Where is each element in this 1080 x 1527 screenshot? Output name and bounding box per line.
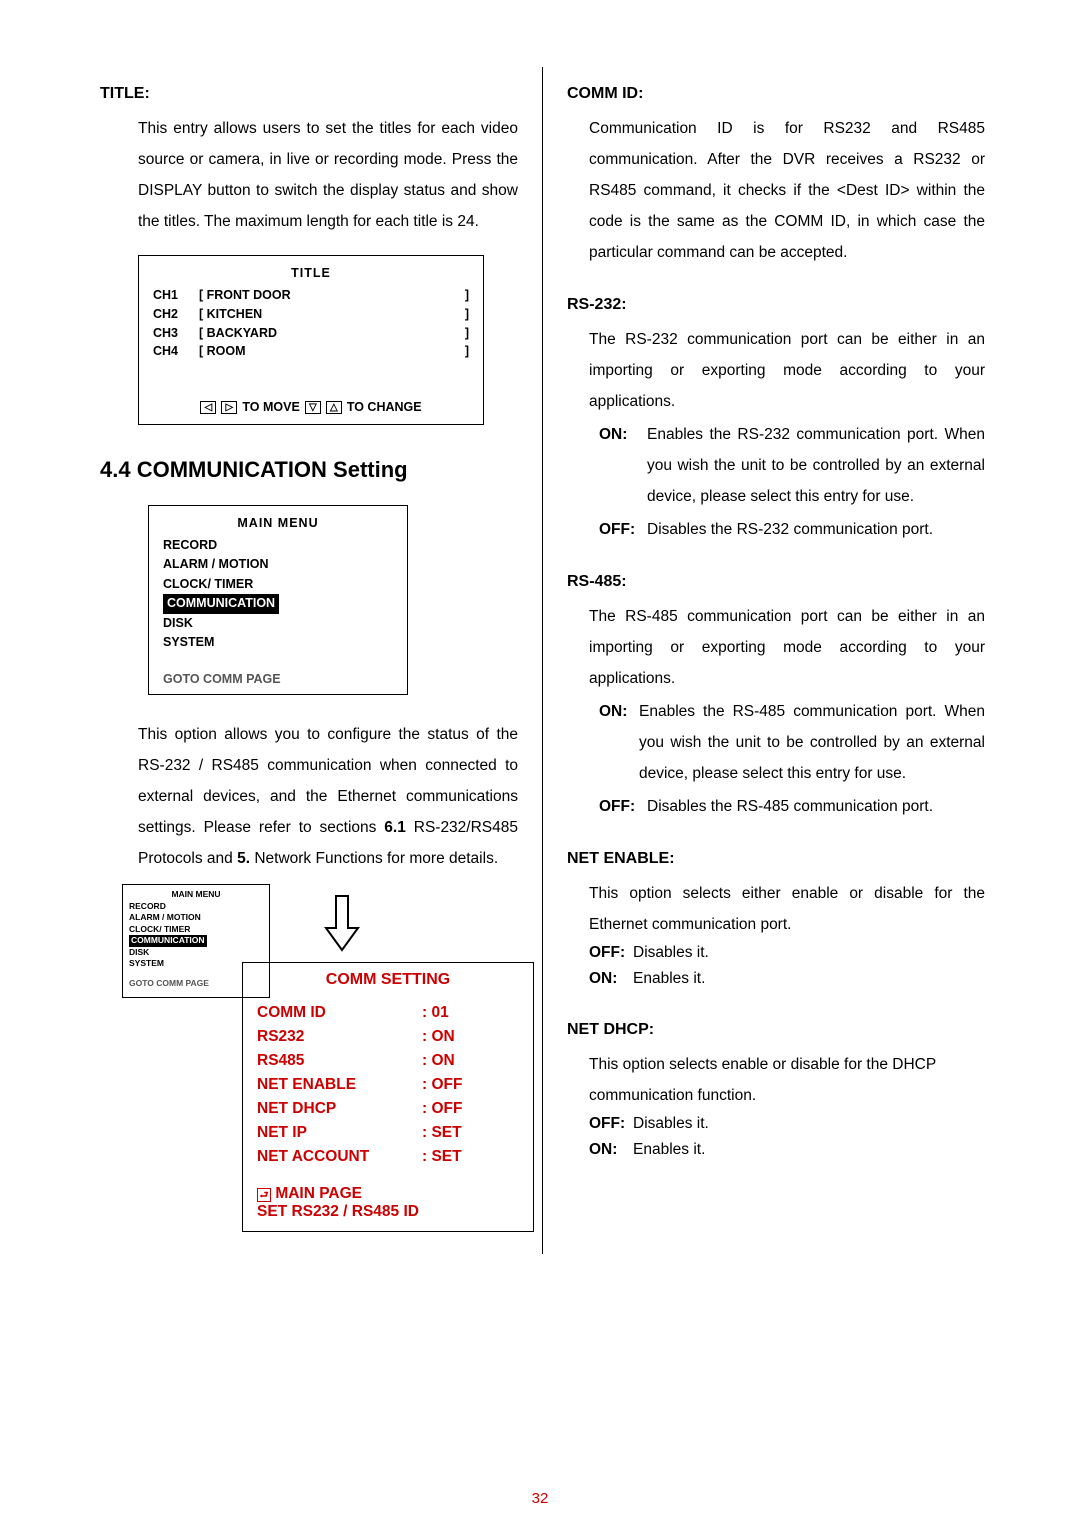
comm-id-text: Communication ID is for RS232 and RS485 … <box>567 113 985 268</box>
return-icon: ⮐ <box>257 1188 271 1202</box>
menu-item: DISK <box>163 614 393 633</box>
channel-name: [ KITCHEN <box>199 305 457 324</box>
menu-item: RECORD <box>163 536 393 555</box>
comm-id-heading: COMM ID: <box>567 85 985 103</box>
off-label: OFF: <box>599 514 643 545</box>
comm-row: RS232: ON <box>257 1025 519 1049</box>
rs485-text: The RS-485 communication port can be eit… <box>567 601 985 694</box>
main-menu-box: MAIN MENU RECORD ALARM / MOTION CLOCK/ T… <box>148 505 408 695</box>
section-heading: 4.4 COMMUNICATION Setting <box>100 457 518 483</box>
mini-menu-item: DISK <box>129 947 263 958</box>
comm-row: COMM ID: 01 <box>257 1001 519 1025</box>
net-enable-off-text: Disables it. <box>633 944 709 961</box>
channel-name: [ FRONT DOOR <box>199 286 457 305</box>
comm-setting-title: COMM SETTING <box>257 971 519 989</box>
mini-menu-header: MAIN MENU <box>129 889 263 899</box>
comm-row: NET DHCP: OFF <box>257 1097 519 1121</box>
channel-name: [ ROOM <box>199 342 457 361</box>
rs485-on-text: Enables the RS-485 communication port. W… <box>599 696 985 789</box>
right-column: COMM ID: Communication ID is for RS232 a… <box>567 85 985 1254</box>
flow-diagram: MAIN MENU RECORD ALARM / MOTION CLOCK/ T… <box>122 884 518 1254</box>
menu-item-selected: COMMUNICATION <box>163 594 393 613</box>
comm-row: NET IP: SET <box>257 1121 519 1145</box>
rs232-text: The RS-232 communication port can be eit… <box>567 324 985 417</box>
bracket-close: ] <box>457 324 469 343</box>
page-number: 32 <box>0 1490 1080 1507</box>
footer-move-text: TO MOVE <box>242 400 299 414</box>
title-row: CH3 [ BACKYARD ] <box>153 324 469 343</box>
comm-row: NET ACCOUNT: SET <box>257 1145 519 1169</box>
net-dhcp-off-text: Disables it. <box>633 1115 709 1132</box>
mini-menu-item: ALARM / MOTION <box>129 912 263 923</box>
menu-goto: GOTO COMM PAGE <box>163 670 393 689</box>
comm-row: NET ENABLE: OFF <box>257 1073 519 1097</box>
menu-item: ALARM / MOTION <box>163 555 393 574</box>
comm-main-page: ⮐ MAIN PAGE <box>257 1185 519 1203</box>
mini-menu-item: RECORD <box>129 901 263 912</box>
channel-label: CH4 <box>153 342 199 361</box>
on-label: ON: <box>599 696 637 727</box>
up-arrow-icon: △ <box>326 401 342 414</box>
footer-change-text: TO CHANGE <box>347 400 422 414</box>
on-label: ON: <box>589 966 633 992</box>
rs485-off-text: Disables the RS-485 communication port. <box>599 791 985 822</box>
comm-footer: SET RS232 / RS485 ID <box>257 1203 519 1221</box>
bracket-close: ] <box>457 342 469 361</box>
comm-row: RS485: ON <box>257 1049 519 1073</box>
title-box-header: TITLE <box>153 266 469 280</box>
channel-name: [ BACKYARD <box>199 324 457 343</box>
rs232-off-text: Disables the RS-232 communication port. <box>599 514 985 545</box>
net-enable-text: This option selects either enable or dis… <box>567 878 985 940</box>
left-column: TITLE: This entry allows users to set th… <box>100 85 518 1254</box>
net-enable-heading: NET ENABLE: <box>567 850 985 868</box>
title-osd-box: TITLE CH1 [ FRONT DOOR ] CH2 [ KITCHEN ]… <box>138 255 484 425</box>
net-dhcp-text: This option selects enable or disable fo… <box>567 1049 985 1111</box>
menu-item: SYSTEM <box>163 633 393 652</box>
comm-setting-box: COMM SETTING COMM ID: 01 RS232: ON RS485… <box>242 962 534 1232</box>
channel-label: CH1 <box>153 286 199 305</box>
title-row: CH1 [ FRONT DOOR ] <box>153 286 469 305</box>
off-label: OFF: <box>599 791 643 822</box>
mini-menu-selected: COMMUNICATION <box>129 935 263 946</box>
net-dhcp-heading: NET DHCP: <box>567 1021 985 1039</box>
rs485-heading: RS-485: <box>567 573 985 591</box>
flow-arrow-icon <box>322 894 362 959</box>
intro-end: Network Functions for more details. <box>250 850 498 867</box>
menu-selected-highlight: COMMUNICATION <box>163 594 279 613</box>
net-dhcp-on-text: Enables it. <box>633 1141 705 1158</box>
net-enable-on-text: Enables it. <box>633 970 705 987</box>
right-arrow-icon: ▷ <box>221 401 237 414</box>
page-container: TITLE: This entry allows users to set th… <box>0 0 1080 1284</box>
rs232-heading: RS-232: <box>567 296 985 314</box>
column-divider <box>542 67 543 1254</box>
off-label: OFF: <box>589 1111 633 1137</box>
title-row: CH4 [ ROOM ] <box>153 342 469 361</box>
left-arrow-icon: ◁ <box>200 401 216 414</box>
channel-label: CH2 <box>153 305 199 324</box>
down-arrow-icon: ▽ <box>305 401 321 414</box>
title-heading: TITLE: <box>100 85 518 103</box>
title-box-footer: ◁ ▷ TO MOVE ▽ △ TO CHANGE <box>139 400 483 414</box>
on-label: ON: <box>599 419 643 450</box>
title-row: CH2 [ KITCHEN ] <box>153 305 469 324</box>
title-description: This entry allows users to set the title… <box>100 113 518 237</box>
channel-label: CH3 <box>153 324 199 343</box>
mini-menu-item: CLOCK/ TIMER <box>129 924 263 935</box>
rs232-on-text: Enables the RS-232 communication port. W… <box>599 419 985 512</box>
bracket-close: ] <box>457 286 469 305</box>
comm-intro-text: This option allows you to configure the … <box>100 719 518 874</box>
intro-bold1: 6.1 <box>384 819 406 836</box>
main-menu-header: MAIN MENU <box>163 516 393 530</box>
intro-bold2: 5. <box>237 850 250 867</box>
off-label: OFF: <box>589 940 633 966</box>
menu-item: CLOCK/ TIMER <box>163 575 393 594</box>
bracket-close: ] <box>457 305 469 324</box>
on-label: ON: <box>589 1137 633 1163</box>
